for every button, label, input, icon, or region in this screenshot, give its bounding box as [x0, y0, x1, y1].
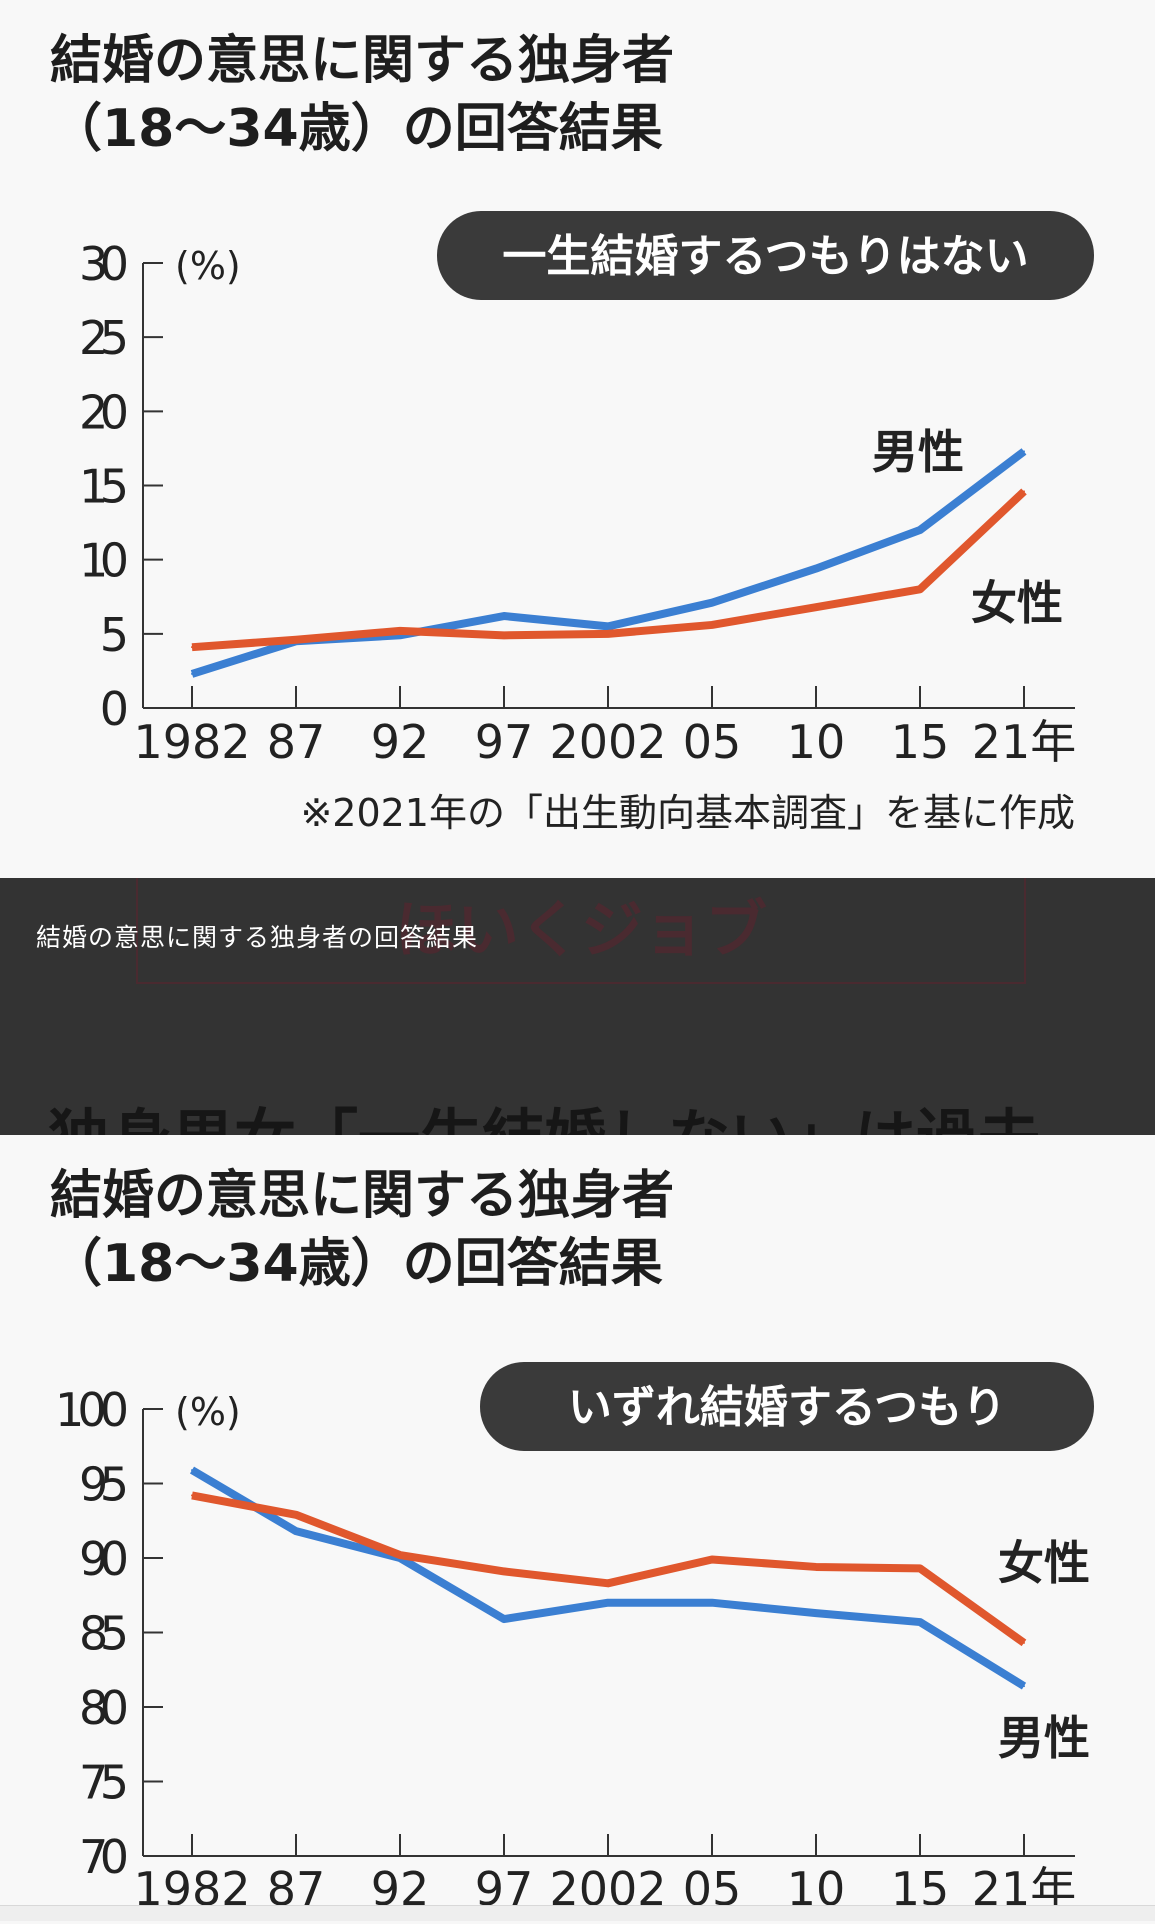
data-point-male: [503, 1618, 505, 1621]
chart-title-line: （18〜34歳）の回答結果: [50, 1234, 663, 1294]
image-caption: 結婚の意思に関する独身者の回答結果: [36, 923, 479, 952]
series-label-male: 男性: [998, 1711, 1090, 1765]
data-point-male: [191, 1469, 193, 1472]
chart-panel-will-marry: 結婚の意思に関する独身者 （18〜34歳）の回答結果いずれ結婚するつもり 70 75 8…: [0, 1135, 1155, 1920]
data-point-male: [607, 1601, 609, 1604]
x-tick-label: 1982: [133, 715, 250, 769]
chart-panel-never-marry: 結婚の意思に関する独身者 （18〜34歳）の回答結果 一生結婚するつもりはない 0 5 1…: [0, 0, 1155, 878]
bottom-bar: [0, 1905, 1155, 1921]
x-tick-label: 10: [787, 715, 846, 769]
subtitle-badge: [480, 1362, 1094, 1451]
x-tick-label: 05: [683, 715, 742, 769]
x-tick-label: 87: [267, 715, 326, 769]
x-tick-label: 2002: [549, 715, 666, 769]
data-point-female: [607, 1582, 609, 1585]
data-point-male: [919, 529, 921, 531]
x-tick-label: 15: [891, 715, 950, 769]
data-point-female: [295, 1513, 297, 1516]
y-tick-label: 15: [79, 460, 129, 514]
data-point-male: [815, 1612, 817, 1615]
y-tick-label: 20: [79, 385, 129, 439]
article-headline: 独身男女「一生結婚しない」は過去: [48, 1088, 1040, 1135]
x-tick-label: 92: [371, 715, 430, 769]
y-tick-label: 25: [79, 311, 129, 365]
subtitle-text: いずれ結婚するつもり: [568, 1382, 1006, 1433]
data-point-male: [295, 1530, 297, 1533]
chart-title-line: （18〜34歳）の回答結果: [50, 99, 663, 159]
y-tick-label: 80: [79, 1681, 129, 1735]
chart-never-marry: 結婚の意思に関する独身者（18〜34歳）の回答結果一生結婚するつもりはない051…: [50, 31, 1094, 835]
data-point-male: [1023, 450, 1025, 453]
y-tick-label: 30: [79, 237, 129, 291]
series-label-female: 女性: [971, 576, 1063, 630]
chart-title-line: 結婚の意思に関する独身者: [50, 1166, 674, 1226]
data-point-female: [815, 1565, 817, 1568]
y-tick-label: 75: [79, 1756, 129, 1810]
data-point-male: [919, 1621, 921, 1624]
source-note: ※2021年の「出生動向基本調査」を基に作成: [300, 791, 1075, 835]
series-label-female: 女性: [998, 1536, 1090, 1590]
data-point-female: [295, 638, 297, 641]
data-point-male: [711, 1601, 713, 1604]
y-tick-label: 95: [79, 1458, 129, 1512]
data-point-female: [919, 1567, 921, 1570]
data-point-female: [815, 606, 817, 609]
chart-title-line: 結婚の意思に関する独身者: [50, 31, 674, 91]
data-point-male: [1023, 1685, 1025, 1688]
data-point-male: [607, 625, 609, 628]
y-axis-unit: (%): [175, 244, 241, 288]
series-line-male: [189, 1466, 1027, 1690]
data-point-female: [919, 588, 921, 591]
data-point-female: [503, 1570, 505, 1573]
y-tick-label: 70: [79, 1830, 129, 1884]
data-point-female: [503, 634, 505, 637]
y-axis-unit: (%): [175, 1390, 241, 1434]
data-point-female: [399, 629, 401, 632]
data-point-male: [191, 672, 193, 675]
data-point-female: [1023, 1641, 1025, 1644]
y-tick-label: 0: [100, 682, 129, 736]
watermark-logo: ほいくジョブ: [136, 878, 1026, 984]
data-point-female: [607, 632, 609, 635]
data-point-male: [815, 567, 817, 570]
x-tick-label: 97: [475, 715, 534, 769]
y-tick-label: 85: [79, 1607, 129, 1661]
data-point-female: [191, 646, 193, 649]
x-tick-label: 21年: [972, 715, 1077, 769]
data-point-male: [711, 601, 713, 604]
data-point-female: [399, 1554, 401, 1557]
data-point-female: [711, 623, 713, 626]
subtitle-text: 一生結婚するつもりはない: [502, 231, 1028, 282]
series-label-male: 男性: [872, 425, 964, 479]
data-point-female: [191, 1494, 193, 1497]
data-point-female: [711, 1558, 713, 1561]
y-tick-label: 10: [79, 534, 129, 588]
y-tick-label: 5: [100, 608, 129, 662]
y-tick-label: 100: [55, 1383, 129, 1437]
subtitle-badge: [437, 211, 1094, 300]
y-tick-label: 90: [79, 1532, 129, 1586]
data-point-female: [1023, 490, 1025, 493]
caption-overlay: ほいくジョブ 結婚の意思に関する独身者の回答結果 独身男女「一生結婚しない」は過…: [0, 878, 1155, 1135]
data-point-male: [503, 615, 505, 618]
